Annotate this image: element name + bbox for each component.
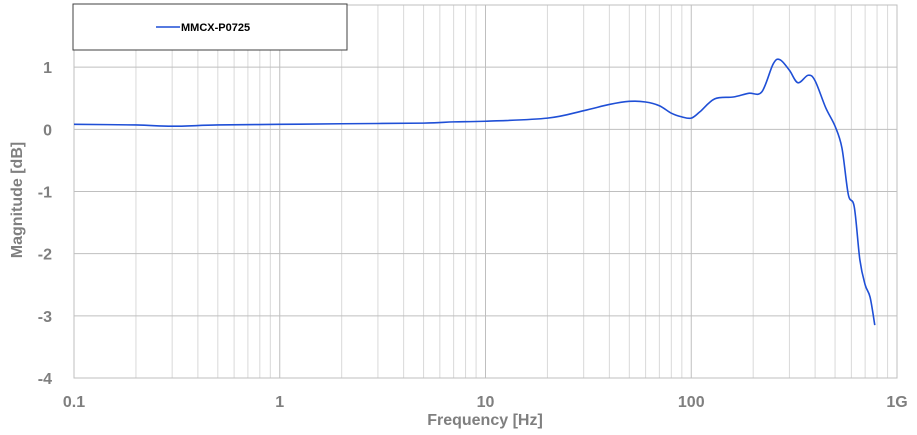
- y-tick-label: -3: [38, 309, 52, 326]
- legend-entry-label: MMCX-P0725: [181, 22, 250, 34]
- series-layer: [73, 58, 876, 326]
- y-tick-label: 1: [43, 60, 52, 77]
- legend: MMCX-P0725: [72, 3, 348, 51]
- x-tick-label: 100: [678, 394, 705, 411]
- x-tick-label: 1G: [886, 394, 907, 411]
- y-tick-labels: -4 -3 -2 -1 0 1: [38, 60, 52, 388]
- series-line: [73, 58, 876, 326]
- y-tick-label: -2: [38, 247, 52, 264]
- y-tick-label: 0: [43, 122, 52, 139]
- legend-box: [72, 3, 348, 51]
- plot-border: [73, 4, 898, 379]
- x-tick-labels: 0.1 1 10 100 1G: [63, 394, 908, 411]
- y-tick-label: -4: [38, 371, 52, 388]
- x-tick-label: 1: [275, 394, 284, 411]
- x-axis-title: Frequency [Hz]: [427, 412, 543, 429]
- x-tick-label: 0.1: [63, 394, 85, 411]
- y-tick-label: -1: [38, 185, 52, 202]
- y-axis-title: Magnitude [dB]: [9, 142, 26, 258]
- x-tick-label: 10: [477, 394, 495, 411]
